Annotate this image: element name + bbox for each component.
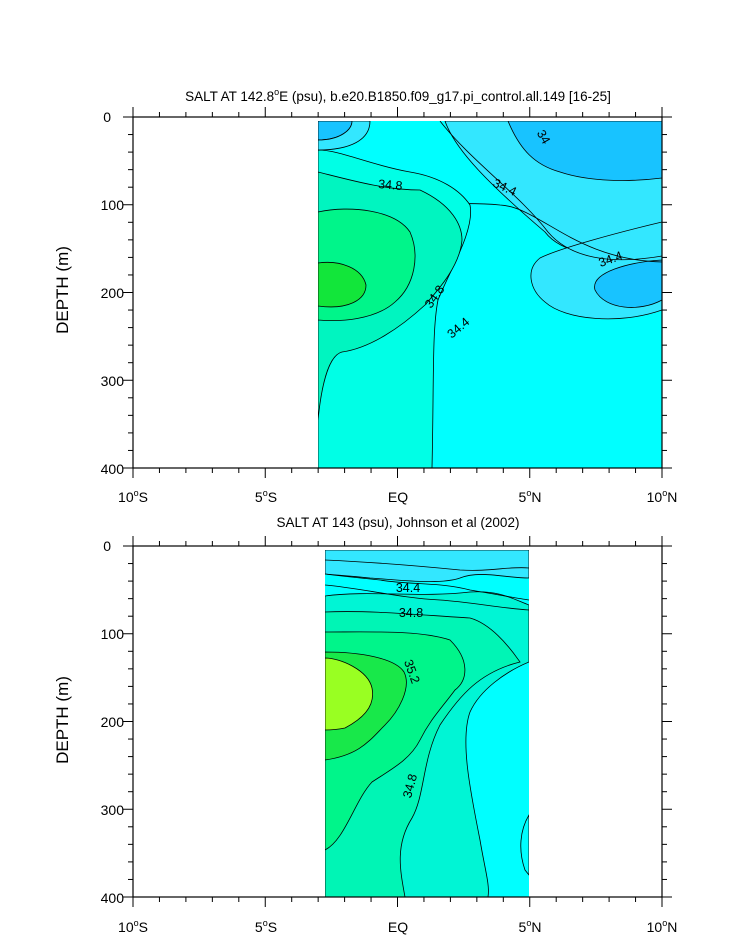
contour-field-model <box>318 121 662 468</box>
axis-x-model: 10oS 5oS EQ 5oN 10oN <box>118 488 677 505</box>
ytick-obs-0: 0 <box>103 538 111 554</box>
tick-marks-observations <box>123 536 672 907</box>
title-model-degree: o <box>274 87 279 97</box>
ytick-obs-4: 400 <box>101 890 125 906</box>
axis-y-observations: 0 100 200 300 400 DEPTH (m) <box>53 538 124 906</box>
contour-label-model-1: 34 <box>534 127 553 146</box>
contour-34.2-surface <box>325 559 529 571</box>
xtick-model-2: EQ <box>388 489 408 505</box>
ylabel-observations: DEPTH (m) <box>53 676 72 764</box>
axis-y-model: 0 100 200 300 400 DEPTH (m) <box>53 109 124 477</box>
panel-model: SALT AT 142.8oE (psu), b.e20.B1850.f09_g… <box>53 87 677 505</box>
title-model: SALT AT 142.8oE (psu), b.e20.B1850.f09_g… <box>185 87 611 104</box>
title-observations: SALT AT 143 (psu), Johnson et al (2002) <box>277 515 520 530</box>
ytick-model-1: 100 <box>101 197 125 213</box>
contour-34.6-surface <box>325 584 529 611</box>
contour-34.4-surface <box>325 573 529 601</box>
ylabel-model: DEPTH (m) <box>53 246 72 334</box>
ytick-obs-1: 100 <box>101 626 125 642</box>
ytick-model-0: 0 <box>103 109 111 125</box>
contour-34.4-mid <box>439 121 662 261</box>
contour-field-observations <box>325 550 529 897</box>
ytick-model-2: 200 <box>101 285 125 301</box>
xtick-model-1: 5oS <box>255 488 277 505</box>
tick-marks-model <box>123 107 672 478</box>
xtick-model-4: 10oN <box>647 488 678 505</box>
region-34.2-34.4-surface <box>325 550 529 582</box>
region-right-pocket <box>520 814 529 876</box>
xtick-obs-0: 10oS <box>118 918 148 935</box>
contour-label-model-2: 34.8 <box>378 177 404 193</box>
region-above-35.2 <box>318 261 367 308</box>
region-above-35.4 <box>325 657 374 731</box>
xtick-obs-3: 5oN <box>519 918 542 935</box>
ytick-obs-3: 300 <box>101 802 125 818</box>
contour-label-obs-4: 34.8 <box>400 772 420 799</box>
xtick-model-0: 10oS <box>118 488 148 505</box>
contour-label-obs-2: 34.8 <box>399 606 423 620</box>
ytick-obs-2: 200 <box>101 714 125 730</box>
xtick-obs-1: 5oS <box>255 918 277 935</box>
xtick-model-3: 5oN <box>519 488 542 505</box>
ytick-model-4: 400 <box>101 461 125 477</box>
region-34.0-34.2 <box>507 121 662 181</box>
contour-label-obs-1: 34.4 <box>396 581 420 595</box>
xtick-obs-2: EQ <box>388 919 408 935</box>
region-34.0-34.2-lens <box>594 259 662 308</box>
title-model-rest: E (psu), b.e20.B1850.f09_g17.pi_control.… <box>279 89 611 104</box>
panel-observations: SALT AT 143 (psu), Johnson et al (2002) … <box>53 515 677 935</box>
region-surface-fresh-2 <box>318 121 371 151</box>
title-model-main: SALT AT 142.8 <box>185 89 274 104</box>
ytick-model-3: 300 <box>101 373 125 389</box>
xtick-obs-4: 10oN <box>647 918 678 935</box>
contour-labels-observations: 34.4 34.8 35.2 34.8 <box>396 581 423 800</box>
axis-x-observations: 10oS 5oS EQ 5oN 10oN <box>118 918 677 935</box>
